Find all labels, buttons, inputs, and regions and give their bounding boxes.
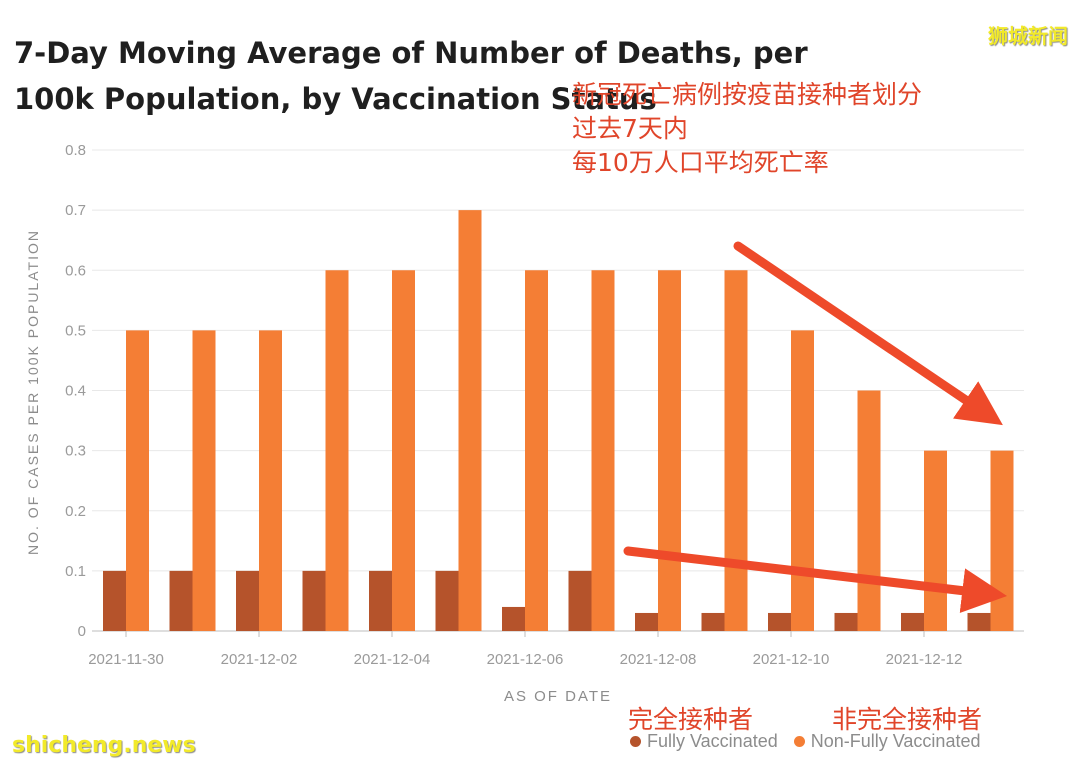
legend: Fully Vaccinated Non-Fully Vaccinated bbox=[630, 731, 996, 752]
legend-swatch-fully bbox=[630, 736, 641, 747]
watermark-bottom-left: shicheng.news bbox=[12, 733, 196, 758]
bar-non-fully-vaccinated bbox=[126, 330, 149, 631]
x-tick-label: 2021-11-30 bbox=[88, 651, 164, 668]
bar-fully-vaccinated bbox=[369, 570, 392, 631]
x-tick-label: 2021-12-04 bbox=[354, 651, 431, 668]
legend-label-non-fully: Non-Fully Vaccinated bbox=[810, 731, 981, 751]
bar-non-fully-vaccinated bbox=[924, 450, 947, 631]
bar-non-fully-vaccinated bbox=[791, 330, 814, 631]
y-tick-label: 0 bbox=[78, 623, 86, 640]
x-tick-label: 2021-12-12 bbox=[886, 651, 963, 668]
bar-fully-vaccinated bbox=[768, 612, 791, 631]
bar-non-fully-vaccinated bbox=[724, 270, 748, 631]
bar-non-fully-vaccinated bbox=[990, 450, 1014, 631]
legend-swatch-non-fully bbox=[793, 736, 805, 747]
chinese-annotation-title: 新冠死亡病例按疫苗接种者划分 过去7天内 每10万人口平均死亡率 bbox=[572, 80, 923, 177]
bar-non-fully-vaccinated bbox=[192, 330, 216, 631]
y-tick-label: 0.4 bbox=[65, 383, 86, 400]
bar-fully-vaccinated bbox=[901, 612, 924, 631]
legend-cn-non-fully: 非完全接种者 bbox=[832, 705, 983, 734]
x-tick-label: 2021-12-02 bbox=[221, 651, 298, 668]
legend-label-fully: Fully Vaccinated bbox=[647, 731, 778, 751]
bar-fully-vaccinated bbox=[236, 570, 259, 631]
bar-fully-vaccinated bbox=[834, 612, 858, 631]
legend-item-fully: Fully Vaccinated bbox=[630, 731, 778, 752]
bar-non-fully-vaccinated bbox=[259, 330, 282, 631]
bar-fully-vaccinated bbox=[701, 612, 725, 631]
bar-non-fully-vaccinated bbox=[591, 270, 615, 631]
y-tick-label: 0.5 bbox=[65, 322, 86, 339]
annotation-arrow-upper bbox=[733, 241, 1003, 426]
bar-non-fully-vaccinated bbox=[325, 270, 349, 631]
x-tick-label: 2021-12-08 bbox=[620, 651, 697, 668]
bar-non-fully-vaccinated bbox=[392, 270, 415, 631]
y-tick-label: 0.7 bbox=[65, 202, 86, 219]
bar-non-fully-vaccinated bbox=[857, 390, 881, 631]
bar-fully-vaccinated bbox=[169, 570, 193, 631]
bar-fully-vaccinated bbox=[635, 612, 658, 631]
legend-item-non-fully: Non-Fully Vaccinated bbox=[793, 731, 981, 752]
y-tick-label: 0.6 bbox=[65, 262, 86, 279]
legend-cn-fully: 完全接种者 bbox=[628, 705, 754, 734]
y-tick-label: 0.8 bbox=[65, 142, 86, 159]
y-axis-title: NO. OF CASES PER 100K POPULATION bbox=[25, 229, 41, 555]
bar-non-fully-vaccinated bbox=[458, 210, 482, 631]
y-tick-label: 0.1 bbox=[65, 563, 86, 580]
annotation-arrow-lower bbox=[623, 546, 1008, 614]
bar-fully-vaccinated bbox=[967, 612, 991, 631]
x-tick-label: 2021-12-06 bbox=[487, 651, 564, 668]
y-tick-label: 0.2 bbox=[65, 503, 86, 520]
bar-fully-vaccinated bbox=[435, 570, 459, 631]
bar-fully-vaccinated bbox=[502, 606, 525, 631]
chart-title: 7-Day Moving Average of Number of Deaths… bbox=[14, 36, 808, 116]
bar-non-fully-vaccinated bbox=[525, 270, 548, 631]
watermark-top-right: 狮城新闻 bbox=[988, 24, 1068, 48]
bar-fully-vaccinated bbox=[103, 570, 126, 631]
y-tick-label: 0.3 bbox=[65, 443, 86, 460]
bar-fully-vaccinated bbox=[568, 570, 592, 631]
x-axis-title: AS OF DATE bbox=[504, 688, 612, 705]
bar-fully-vaccinated bbox=[302, 570, 326, 631]
bar-non-fully-vaccinated bbox=[658, 270, 681, 631]
x-tick-label: 2021-12-10 bbox=[753, 651, 830, 668]
